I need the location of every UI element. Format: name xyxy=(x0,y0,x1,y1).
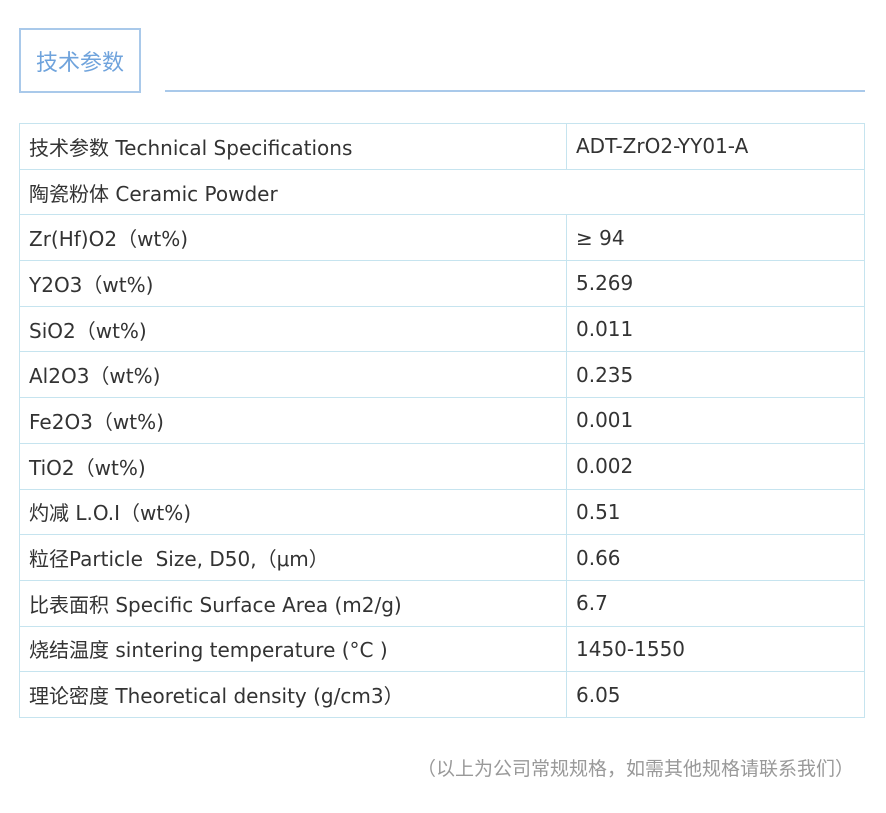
table-cell: 0.011 xyxy=(566,305,865,353)
table-row: 陶瓷粉体 Ceramic Powder xyxy=(19,168,865,216)
table-cell: Zr(Hf)O2（wt%) xyxy=(19,214,567,262)
table-cell: Al2O3（wt%) xyxy=(19,351,567,399)
table-cell: 0.51 xyxy=(566,488,865,536)
table-cell: 理论密度 Theoretical density (g/cm3） xyxy=(19,671,567,718)
table-row: Y2O3（wt%) 5.269 xyxy=(19,260,865,307)
table-cell: Y2O3（wt%) xyxy=(19,260,567,307)
section-tab[interactable]: 技术参数 xyxy=(19,28,141,93)
table-row: Zr(Hf)O2（wt%) ≥ 94 xyxy=(19,214,865,262)
table-cell: 灼减 L.O.I（wt%) xyxy=(19,488,567,536)
table-cell: 6.7 xyxy=(566,579,865,627)
table-row: 烧结温度 sintering temperature (°C ) 1450-155… xyxy=(19,625,865,673)
spec-table: 技术参数 Technical Specifications ADT-ZrO2-YY… xyxy=(19,123,865,718)
table-cell: 粒径Particle Size, D50,（μm） xyxy=(19,534,567,581)
table-cell: 0.002 xyxy=(566,442,865,490)
table-cell: Fe2O3（wt%) xyxy=(19,397,567,444)
table-row: 技术参数 Technical Specifications ADT-ZrO2-YY… xyxy=(19,123,865,170)
table-cell: 陶瓷粉体 Ceramic Powder xyxy=(19,168,865,216)
table-cell: 5.269 xyxy=(566,260,865,307)
table-cell: 0.66 xyxy=(566,534,865,581)
footnote: （以上为公司常规规格，如需其他规格请联系我们） xyxy=(416,758,854,780)
table-cell: 比表面积 Specific Surface Area (m2/g) xyxy=(19,579,567,627)
table-row: TiO2（wt%) 0.002 xyxy=(19,442,865,490)
table-row: Al2O3（wt%) 0.235 xyxy=(19,351,865,399)
table-cell: SiO2（wt%) xyxy=(19,305,567,353)
table-cell: TiO2（wt%) xyxy=(19,442,567,490)
table-cell: ADT-ZrO2-YY01-A xyxy=(566,123,865,170)
table-cell: 6.05 xyxy=(566,671,865,718)
divider xyxy=(165,90,865,92)
table-row: 灼减 L.O.I（wt%) 0.51 xyxy=(19,488,865,536)
table-cell: 烧结温度 sintering temperature (°C ) xyxy=(19,625,567,673)
table-row: 比表面积 Specific Surface Area (m2/g) 6.7 xyxy=(19,579,865,627)
table-cell: 0.235 xyxy=(566,351,865,399)
table-cell: 0.001 xyxy=(566,397,865,444)
table-row: 粒径Particle Size, D50,（μm） 0.66 xyxy=(19,534,865,581)
table-row: Fe2O3（wt%) 0.001 xyxy=(19,397,865,444)
table-cell: 技术参数 Technical Specifications xyxy=(19,123,567,170)
table-cell: 1450-1550 xyxy=(566,625,865,673)
table-row: 理论密度 Theoretical density (g/cm3） 6.05 xyxy=(19,671,865,718)
table-cell: ≥ 94 xyxy=(566,214,865,262)
table-row: SiO2（wt%) 0.011 xyxy=(19,305,865,353)
